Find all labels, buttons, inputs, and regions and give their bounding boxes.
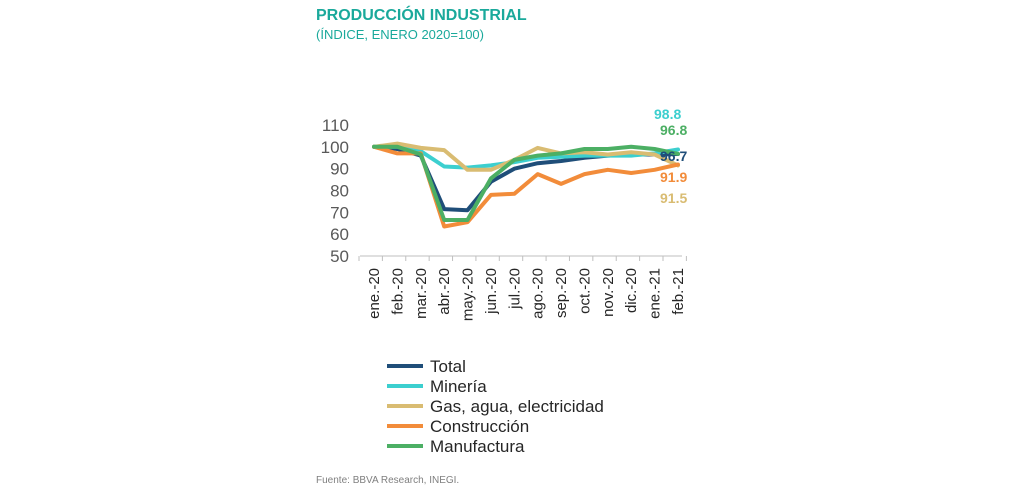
x-tick-label: ago.-20: [530, 268, 547, 319]
x-tick-label: jul.-20: [506, 268, 523, 310]
x-tick-label: nov.-20: [600, 268, 617, 317]
series-line-2: [372, 141, 680, 172]
x-tick-label: mar.-20: [413, 268, 430, 319]
end-value-label: 96.8: [660, 122, 687, 138]
x-tick-label: ene.-21: [647, 268, 664, 319]
x-tick-label: oct.-20: [576, 268, 593, 314]
end-value-label: 98.8: [654, 106, 681, 122]
x-tick-label: sep.-20: [553, 268, 570, 318]
series-lines: [372, 141, 680, 229]
x-tick-labels: ene.-20 feb.-20 mar.-20 abr.-20 may.-20 jun.-…: [366, 268, 687, 321]
legend-label: Minería: [430, 377, 487, 396]
x-tick-label: ene.-20: [366, 268, 383, 319]
legend-label: Construcción: [430, 417, 529, 436]
y-tick-label: 100: [321, 138, 349, 157]
end-value-label: 91.9: [660, 169, 687, 185]
x-tick-label: feb.-21: [670, 268, 687, 315]
x-tick-label: jun.-20: [483, 268, 500, 315]
chart-title: PRODUCCIÓN INDUSTRIAL: [316, 7, 527, 24]
y-tick-label: 110: [322, 116, 349, 135]
source-note: Fuente: BBVA Research, INEGI.: [316, 475, 460, 486]
y-tick-label: 90: [330, 160, 349, 179]
legend-label: Total: [430, 357, 466, 376]
y-tick-label: 80: [330, 182, 349, 201]
y-tick-label: 60: [330, 225, 349, 244]
y-tick-label: 70: [330, 203, 349, 222]
end-value-label: 96.7: [660, 148, 687, 164]
x-tick-label: dic.-20: [623, 268, 640, 313]
series-line-1: [372, 144, 680, 170]
axes: [358, 255, 687, 261]
end-value-label: 91.5: [660, 190, 687, 206]
x-tick-label: may.-20: [460, 268, 477, 321]
x-tick-label: feb.-20: [389, 268, 406, 315]
end-value-labels: 96.7 98.8 91.5 91.9 96.8: [654, 106, 687, 206]
chart-subtitle: (ÍNDICE, ENERO 2020=100): [316, 27, 484, 42]
x-tick-label: abr.-20: [436, 268, 453, 315]
y-tick-labels: 50 60 70 80 90 100 110: [321, 116, 349, 266]
legend-label: Manufactura: [430, 437, 525, 456]
legend-label: Gas, agua, electricidad: [430, 397, 604, 416]
series-line-4: [372, 144, 680, 222]
y-tick-label: 50: [330, 247, 349, 266]
